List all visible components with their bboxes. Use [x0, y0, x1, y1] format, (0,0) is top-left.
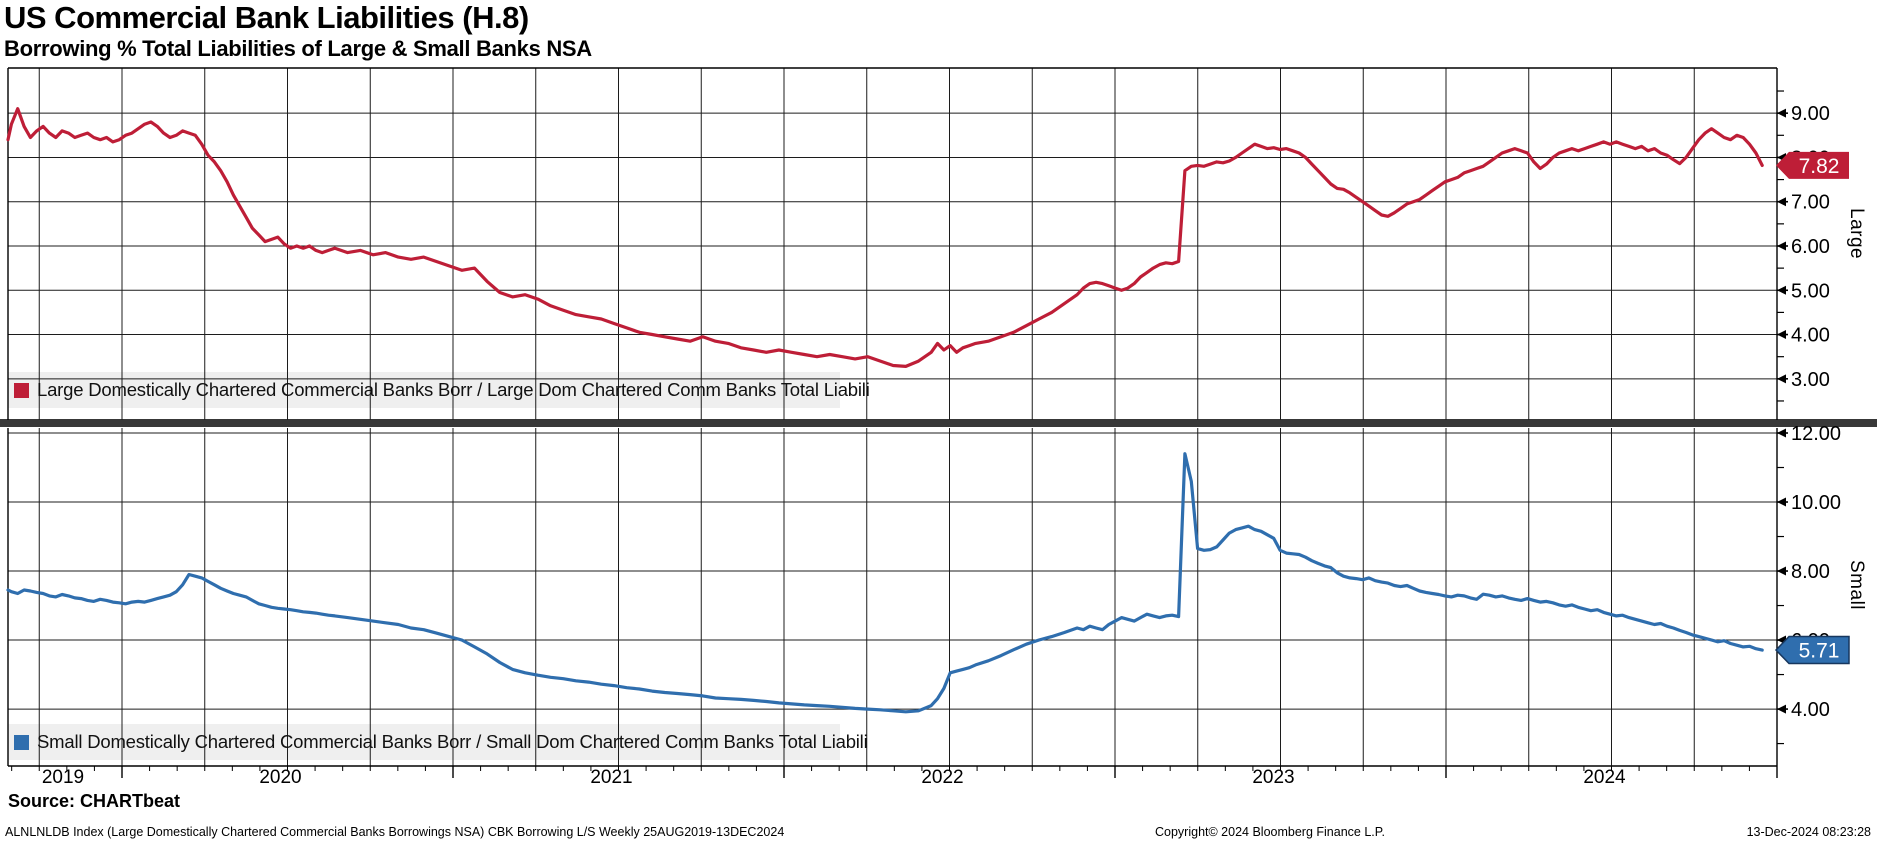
y-axis-tick-arrow-icon: [1777, 374, 1786, 384]
large-series-line[interactable]: [6, 107, 1764, 368]
large-legend[interactable]: Large Domestically Chartered Commercial …: [8, 372, 880, 408]
y-axis-tick-label: 6.00: [1791, 236, 1830, 258]
y-axis-tick-arrow-icon: [1777, 197, 1786, 207]
x-axis-year-label: 2024: [1583, 767, 1626, 788]
x-axis-year-label: 2022: [921, 767, 964, 788]
large-last-value-text: 7.82: [1799, 155, 1840, 178]
y-axis-tick-label: 12.00: [1791, 423, 1841, 445]
y-axis-tick-label: 7.00: [1791, 192, 1830, 214]
y-axis-tick-arrow-icon: [1777, 428, 1786, 438]
source-label: Source: CHARTbeat: [8, 791, 181, 811]
y-axis-tick-arrow-icon: [1777, 497, 1786, 507]
small-axis-label: Small: [1846, 560, 1867, 611]
y-axis-tick-arrow-icon: [1777, 330, 1786, 340]
y-axis-tick-label: 10.00: [1791, 492, 1841, 514]
footer-timestamp: 13-Dec-2024 08:23:28: [1746, 825, 1871, 839]
y-axis-tick-label: 4.00: [1791, 325, 1830, 347]
page-title: US Commercial Bank Liabilities (H.8): [4, 0, 529, 35]
y-axis-tick-label: 9.00: [1791, 103, 1830, 125]
x-axis-year-label: 2023: [1252, 767, 1295, 788]
y-axis-tick-arrow-icon: [1777, 566, 1786, 576]
small-legend-label: Small Domestically Chartered Commercial …: [37, 731, 868, 752]
y-axis-tick-label: 5.00: [1791, 280, 1830, 302]
large-axis-label: Large: [1846, 208, 1867, 260]
footer-index-description: ALNLNLDB Index (Large Domestically Chart…: [5, 825, 785, 839]
small-legend[interactable]: Small Domestically Chartered Commercial …: [8, 724, 878, 760]
x-axis-year-label: 2021: [590, 767, 633, 788]
y-axis-tick-arrow-icon: [1777, 241, 1786, 251]
chart-subtitle: Borrowing % Total Liabilities of Large &…: [4, 36, 592, 61]
y-axis-tick-label: 4.00: [1791, 699, 1830, 721]
y-axis-tick-arrow-icon: [1777, 285, 1786, 295]
small-last-value-badge[interactable]: [1774, 635, 1850, 665]
y-axis-tick-arrow-icon: [1777, 108, 1786, 118]
large-last-value-badge[interactable]: [1776, 151, 1849, 179]
panel-divider: [0, 419, 1877, 427]
small-series-line[interactable]: [6, 452, 1764, 714]
x-axis-year-label: 2019: [41, 767, 85, 788]
y-axis-tick-label: 8.00: [1791, 561, 1830, 583]
y-axis-tick-arrow-icon: [1777, 704, 1786, 714]
large-legend-swatch-icon: [14, 382, 29, 398]
x-axis-year-label: 2020: [259, 767, 302, 788]
small-last-value-text: 5.71: [1799, 640, 1840, 663]
small-legend-swatch-icon: [14, 734, 29, 750]
large-legend-label: Large Domestically Chartered Commercial …: [37, 379, 870, 400]
y-axis-tick-label: 3.00: [1791, 369, 1830, 391]
footer-copyright: Copyright© 2024 Bloomberg Finance L.P.: [1155, 825, 1385, 839]
